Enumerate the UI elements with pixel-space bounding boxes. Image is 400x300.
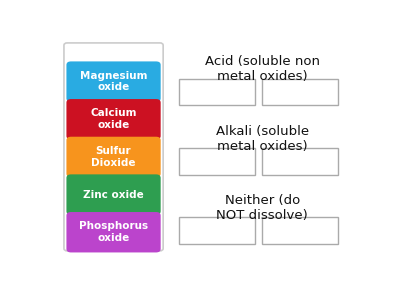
FancyBboxPatch shape — [179, 217, 254, 244]
Text: Magnesium
oxide: Magnesium oxide — [80, 71, 147, 92]
FancyBboxPatch shape — [66, 137, 161, 177]
Text: Calcium
oxide: Calcium oxide — [90, 109, 137, 130]
FancyBboxPatch shape — [66, 99, 161, 140]
Text: Zinc oxide: Zinc oxide — [83, 190, 144, 200]
Text: Neither (do
NOT dissolve): Neither (do NOT dissolve) — [216, 194, 308, 222]
FancyBboxPatch shape — [262, 148, 338, 175]
FancyBboxPatch shape — [66, 174, 161, 215]
FancyBboxPatch shape — [179, 79, 254, 105]
FancyBboxPatch shape — [66, 61, 161, 102]
FancyBboxPatch shape — [262, 217, 338, 244]
FancyBboxPatch shape — [262, 79, 338, 105]
FancyBboxPatch shape — [179, 148, 254, 175]
FancyBboxPatch shape — [66, 212, 161, 252]
FancyBboxPatch shape — [64, 43, 163, 251]
Text: Sulfur
Dioxide: Sulfur Dioxide — [91, 146, 136, 168]
Text: Phosphorus
oxide: Phosphorus oxide — [79, 221, 148, 243]
Text: Alkali (soluble
metal oxides): Alkali (soluble metal oxides) — [216, 125, 309, 153]
Text: Acid (soluble non
metal oxides): Acid (soluble non metal oxides) — [205, 56, 320, 83]
